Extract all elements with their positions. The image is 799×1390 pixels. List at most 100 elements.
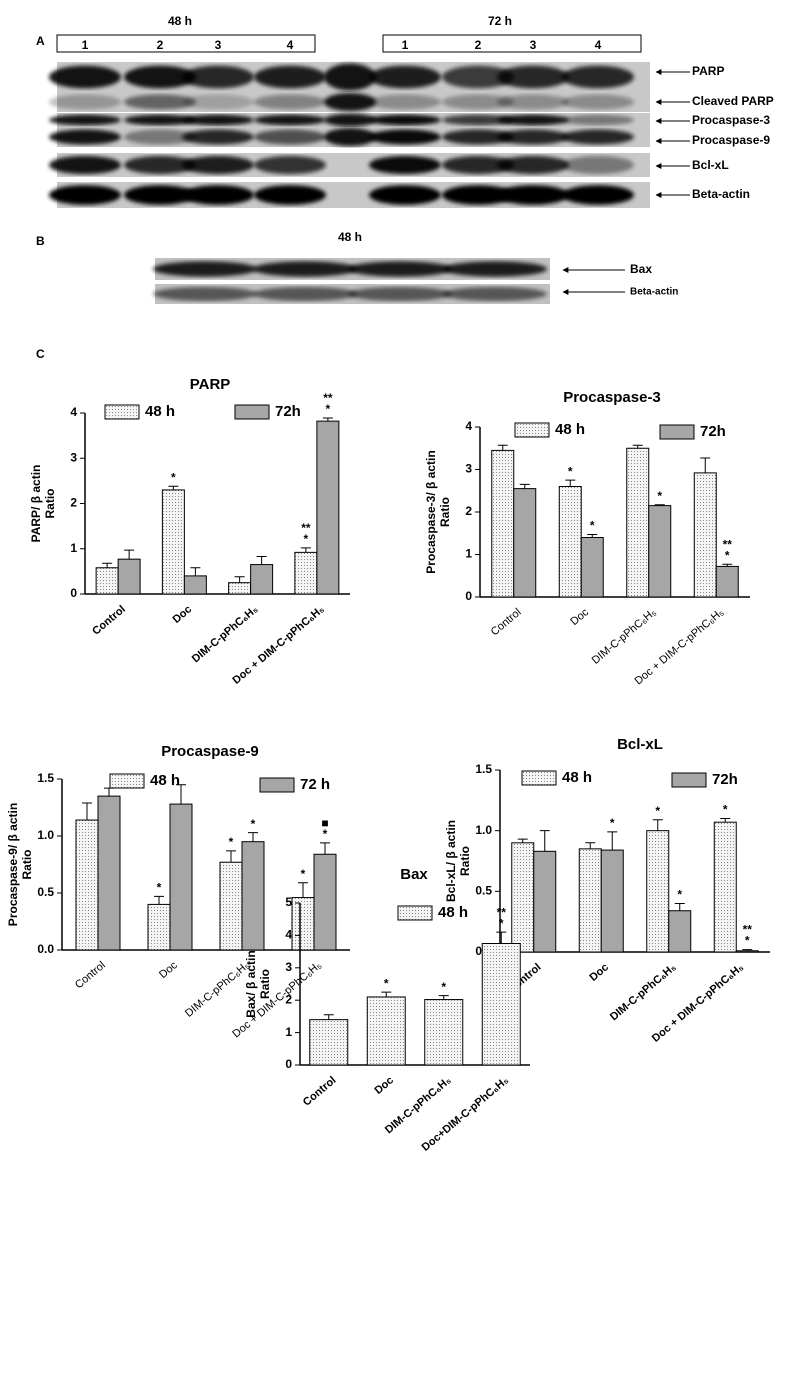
x-tick-label: DIM-C-pPhC₆H₅ <box>590 606 659 666</box>
blot-band <box>497 114 569 126</box>
bar <box>250 564 274 595</box>
blot-band <box>124 129 196 145</box>
y-axis-label: Ratio <box>258 969 272 999</box>
bar <box>313 853 337 951</box>
legend-label: 48 h <box>562 769 592 786</box>
chart-title: Procaspase-3 <box>563 389 661 406</box>
significance-mark: * <box>677 888 682 902</box>
legend-label: 72h <box>275 403 301 420</box>
y-tick-label: 3 <box>70 450 77 464</box>
marker-band <box>324 93 376 111</box>
error-bar <box>517 838 528 843</box>
y-axis-label: Procaspase-9/ β actin <box>6 803 20 926</box>
y-tick-label: 1 <box>465 547 472 561</box>
blot-band <box>442 155 514 175</box>
bar <box>147 903 171 951</box>
legend-label: 48 h <box>145 403 175 420</box>
bar <box>626 447 650 598</box>
blot-band <box>182 114 254 126</box>
blot-band <box>443 287 547 301</box>
bar <box>715 565 739 598</box>
x-tick-label: Control <box>301 1074 339 1108</box>
y-tick-label: 1.5 <box>37 771 54 785</box>
error-bar <box>168 485 179 490</box>
protein-label: Beta-actin <box>692 187 750 201</box>
y-tick-label: 4 <box>70 405 77 419</box>
lane-number: 2 <box>157 38 164 52</box>
y-tick-label: 0 <box>70 586 77 600</box>
x-tick-label: DIM-C-pPhC₆H₅ <box>190 603 261 665</box>
lane-number: 3 <box>530 38 537 52</box>
marker-band <box>324 63 376 91</box>
blot-band <box>49 185 121 205</box>
group-title: 48 h <box>168 14 192 28</box>
significance-mark: * <box>229 835 234 849</box>
significance-mark: * <box>499 916 504 930</box>
blot-band <box>442 129 514 145</box>
protein-label: PARP <box>692 64 724 78</box>
blot-band <box>369 155 441 175</box>
significance-mark: ■ <box>321 816 328 830</box>
x-tick-label: Doc <box>171 603 195 626</box>
panel-label: C <box>36 347 45 361</box>
legend-label: 72h <box>700 423 726 440</box>
significance-mark: ** <box>497 905 507 919</box>
error-bar <box>742 949 753 951</box>
blot-band <box>254 155 326 175</box>
blot-band <box>49 65 121 89</box>
bar <box>97 795 121 951</box>
bar <box>294 551 318 595</box>
y-tick-label: 1.5 <box>475 762 492 776</box>
blot-band <box>497 65 569 89</box>
blot-band <box>124 114 196 126</box>
error-bar <box>154 895 164 905</box>
y-tick-label: 3 <box>285 960 292 974</box>
blot-band <box>153 287 257 301</box>
error-bar <box>585 842 596 849</box>
legend-label: 72 h <box>300 776 330 793</box>
error-bar <box>124 549 135 560</box>
legend-swatch <box>521 770 557 786</box>
y-tick-label: 2 <box>465 504 472 518</box>
protein-label: Bcl-xL <box>692 158 729 172</box>
x-tick-label: DIM-C-pPhC₆H₅ <box>183 959 252 1019</box>
legend-swatch <box>397 905 433 921</box>
legend-label: 48 h <box>555 421 585 438</box>
significance-mark: * <box>745 934 750 948</box>
blot-band <box>182 129 254 145</box>
blot-band <box>369 65 441 89</box>
blot-band <box>253 261 357 277</box>
error-bar <box>322 417 333 422</box>
significance-mark: * <box>610 816 615 830</box>
legend-swatch <box>234 404 270 420</box>
significance-mark: * <box>157 881 162 895</box>
error-bar <box>300 547 311 553</box>
blot-band <box>497 155 569 175</box>
error-bar <box>674 902 685 911</box>
protein-label: Procaspase-3 <box>692 113 770 127</box>
bar <box>316 420 340 595</box>
blot-band <box>182 185 254 205</box>
blot-band <box>442 94 514 110</box>
blot-band <box>497 94 569 110</box>
panel-label: A <box>36 34 45 48</box>
significance-mark: * <box>323 827 328 841</box>
lane-number: 1 <box>82 38 89 52</box>
significance-mark: ** <box>301 521 311 535</box>
blot-band <box>49 129 121 145</box>
error-bar <box>539 830 550 852</box>
blot-band <box>348 261 452 277</box>
y-axis-label: Ratio <box>438 497 452 527</box>
y-tick-label: 1.0 <box>37 828 54 842</box>
significance-mark: * <box>441 980 446 994</box>
blot-band <box>562 155 634 175</box>
error-bar <box>632 444 643 449</box>
bar <box>735 950 759 953</box>
significance-mark: * <box>301 867 306 881</box>
bar <box>513 488 537 598</box>
y-tick-label: 1 <box>70 541 77 555</box>
x-tick-label: Doc <box>157 959 180 981</box>
error-bar <box>496 931 507 944</box>
significance-mark: * <box>657 489 662 503</box>
